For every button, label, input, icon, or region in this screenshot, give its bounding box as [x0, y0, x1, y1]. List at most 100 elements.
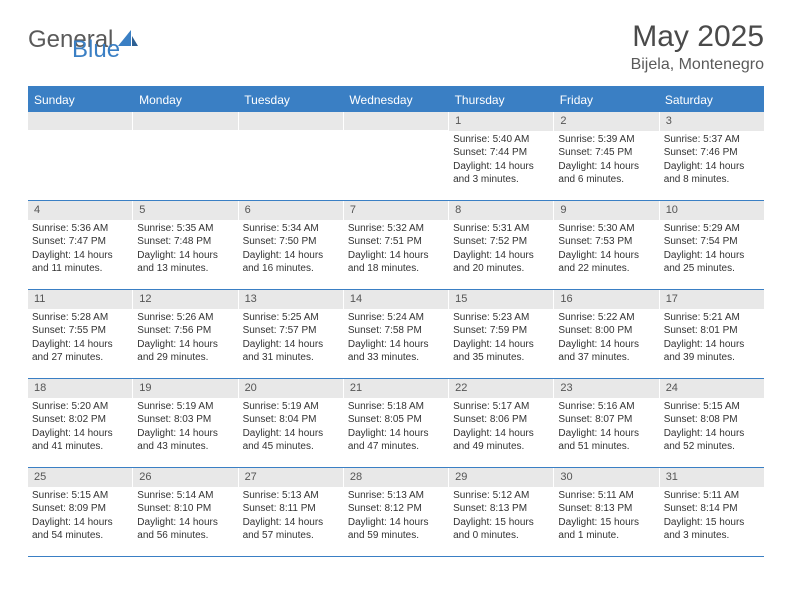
day-number: 9 — [554, 201, 658, 220]
week-row: 1Sunrise: 5:40 AMSunset: 7:44 PMDaylight… — [28, 112, 764, 201]
day-cell: 16Sunrise: 5:22 AMSunset: 8:00 PMDayligh… — [554, 290, 659, 378]
daylight-text: Daylight: 15 hours and 3 minutes. — [664, 516, 760, 543]
daylight-text: Daylight: 14 hours and 8 minutes. — [664, 160, 760, 187]
day-number: 15 — [449, 290, 553, 309]
sunrise-text: Sunrise: 5:28 AM — [32, 311, 128, 325]
daylight-text: Daylight: 14 hours and 31 minutes. — [243, 338, 339, 365]
day-body: Sunrise: 5:15 AMSunset: 8:09 PMDaylight:… — [28, 489, 132, 543]
day-body: Sunrise: 5:16 AMSunset: 8:07 PMDaylight:… — [554, 400, 658, 454]
day-number: 19 — [133, 379, 237, 398]
week-row: 25Sunrise: 5:15 AMSunset: 8:09 PMDayligh… — [28, 468, 764, 557]
sunrise-text: Sunrise: 5:30 AM — [558, 222, 654, 236]
day-header-saturday: Saturday — [659, 88, 764, 112]
day-cell: 14Sunrise: 5:24 AMSunset: 7:58 PMDayligh… — [344, 290, 449, 378]
day-body: Sunrise: 5:34 AMSunset: 7:50 PMDaylight:… — [239, 222, 343, 276]
day-cell: 27Sunrise: 5:13 AMSunset: 8:11 PMDayligh… — [239, 468, 344, 556]
day-number: 2 — [554, 112, 658, 131]
day-header-thursday: Thursday — [449, 88, 554, 112]
logo-sail-icon — [117, 28, 139, 53]
sunrise-text: Sunrise: 5:32 AM — [348, 222, 444, 236]
day-cell — [239, 112, 344, 200]
day-cell: 13Sunrise: 5:25 AMSunset: 7:57 PMDayligh… — [239, 290, 344, 378]
day-cell: 10Sunrise: 5:29 AMSunset: 7:54 PMDayligh… — [660, 201, 764, 289]
daylight-text: Daylight: 14 hours and 18 minutes. — [348, 249, 444, 276]
day-number: 23 — [554, 379, 658, 398]
sunset-text: Sunset: 8:07 PM — [558, 413, 654, 427]
sunset-text: Sunset: 7:45 PM — [558, 146, 654, 160]
day-cell: 26Sunrise: 5:14 AMSunset: 8:10 PMDayligh… — [133, 468, 238, 556]
day-header-row: Sunday Monday Tuesday Wednesday Thursday… — [28, 88, 764, 112]
day-body: Sunrise: 5:23 AMSunset: 7:59 PMDaylight:… — [449, 311, 553, 365]
day-cell: 15 Sunrise: 5:23 AMSunset: 7:59 PMDayligh… — [449, 290, 554, 378]
sunset-text: Sunset: 7:58 PM — [348, 324, 444, 338]
sunrise-text: Sunrise: 5:15 AM — [32, 489, 128, 503]
day-number: 6 — [239, 201, 343, 220]
day-cell: 4Sunrise: 5:36 AMSunset: 7:47 PMDaylight… — [28, 201, 133, 289]
day-number: 10 — [660, 201, 764, 220]
sunrise-text: Sunrise: 5:35 AM — [137, 222, 233, 236]
day-number: 8 — [449, 201, 553, 220]
daylight-text: Daylight: 14 hours and 37 minutes. — [558, 338, 654, 365]
day-cell — [28, 112, 133, 200]
sunset-text: Sunset: 7:56 PM — [137, 324, 233, 338]
sunrise-text: Sunrise: 5:40 AM — [453, 133, 549, 147]
day-cell: 3 Sunrise: 5:37 AMSunset: 7:46 PMDaylight… — [660, 112, 764, 200]
day-body: Sunrise: 5:15 AMSunset: 8:08 PMDaylight:… — [660, 400, 764, 454]
day-number: 7 — [344, 201, 448, 220]
sunset-text: Sunset: 7:59 PM — [453, 324, 549, 338]
sunset-text: Sunset: 7:46 PM — [664, 146, 760, 160]
sunrise-text: Sunrise: 5:15 AM — [664, 400, 760, 414]
logo-text-blue: Blue — [72, 36, 120, 64]
sunset-text: Sunset: 7:47 PM — [32, 235, 128, 249]
week-row: 11Sunrise: 5:28 AMSunset: 7:55 PMDayligh… — [28, 290, 764, 379]
sunset-text: Sunset: 8:09 PM — [32, 502, 128, 516]
sunrise-text: Sunrise: 5:12 AM — [453, 489, 549, 503]
day-number: 22 — [449, 379, 553, 398]
daylight-text: Daylight: 14 hours and 54 minutes. — [32, 516, 128, 543]
sunset-text: Sunset: 8:13 PM — [558, 502, 654, 516]
sunrise-text: Sunrise: 5:26 AM — [137, 311, 233, 325]
daylight-text: Daylight: 14 hours and 41 minutes. — [32, 427, 128, 454]
sunset-text: Sunset: 7:55 PM — [32, 324, 128, 338]
day-body: Sunrise: 5:12 AMSunset: 8:13 PMDaylight:… — [449, 489, 553, 543]
sunset-text: Sunset: 7:44 PM — [453, 146, 549, 160]
day-number: 13 — [239, 290, 343, 309]
day-cell: 7Sunrise: 5:32 AMSunset: 7:51 PMDaylight… — [344, 201, 449, 289]
sunrise-text: Sunrise: 5:19 AM — [243, 400, 339, 414]
day-number-empty — [28, 112, 132, 130]
sunrise-text: Sunrise: 5:21 AM — [664, 311, 760, 325]
day-number: 3 — [660, 112, 764, 131]
day-number-empty — [344, 112, 448, 130]
daylight-text: Daylight: 14 hours and 52 minutes. — [664, 427, 760, 454]
day-number: 18 — [28, 379, 132, 398]
day-body: Sunrise: 5:19 AMSunset: 8:03 PMDaylight:… — [133, 400, 237, 454]
day-header-sunday: Sunday — [28, 88, 133, 112]
sunrise-text: Sunrise: 5:22 AM — [558, 311, 654, 325]
daylight-text: Daylight: 14 hours and 45 minutes. — [243, 427, 339, 454]
day-cell: 1Sunrise: 5:40 AMSunset: 7:44 PMDaylight… — [449, 112, 554, 200]
sunrise-text: Sunrise: 5:37 AM — [664, 133, 760, 147]
day-number: 29 — [449, 468, 553, 487]
daylight-text: Daylight: 15 hours and 1 minute. — [558, 516, 654, 543]
day-body: Sunrise: 5:35 AMSunset: 7:48 PMDaylight:… — [133, 222, 237, 276]
day-number: 25 — [28, 468, 132, 487]
sunrise-text: Sunrise: 5:39 AM — [558, 133, 654, 147]
day-body: Sunrise: 5:13 AMSunset: 8:11 PMDaylight:… — [239, 489, 343, 543]
day-body: Sunrise: 5:22 AMSunset: 8:00 PMDaylight:… — [554, 311, 658, 365]
day-body: Sunrise: 5:11 AMSunset: 8:13 PMDaylight:… — [554, 489, 658, 543]
daylight-text: Daylight: 14 hours and 59 minutes. — [348, 516, 444, 543]
day-number: 4 — [28, 201, 132, 220]
day-cell — [133, 112, 238, 200]
sunset-text: Sunset: 8:13 PM — [453, 502, 549, 516]
day-number: 24 — [660, 379, 764, 398]
sunrise-text: Sunrise: 5:13 AM — [348, 489, 444, 503]
daylight-text: Daylight: 14 hours and 16 minutes. — [243, 249, 339, 276]
sunrise-text: Sunrise: 5:36 AM — [32, 222, 128, 236]
daylight-text: Daylight: 14 hours and 35 minutes. — [453, 338, 549, 365]
day-cell: 21Sunrise: 5:18 AMSunset: 8:05 PMDayligh… — [344, 379, 449, 467]
sunrise-text: Sunrise: 5:34 AM — [243, 222, 339, 236]
daylight-text: Daylight: 14 hours and 6 minutes. — [558, 160, 654, 187]
day-cell: 30Sunrise: 5:11 AMSunset: 8:13 PMDayligh… — [554, 468, 659, 556]
sunrise-text: Sunrise: 5:24 AM — [348, 311, 444, 325]
day-body: Sunrise: 5:21 AMSunset: 8:01 PMDaylight:… — [660, 311, 764, 365]
